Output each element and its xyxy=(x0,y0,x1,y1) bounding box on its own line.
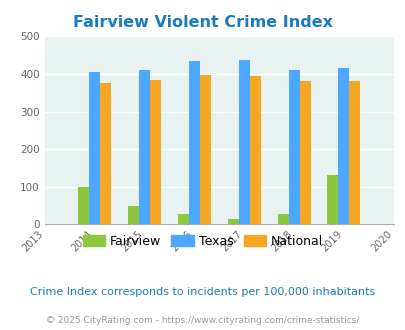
Bar xyxy=(249,76,260,224)
Text: Crime Index corresponds to incidents per 100,000 inhabitants: Crime Index corresponds to incidents per… xyxy=(30,287,375,297)
Text: © 2025 CityRating.com - https://www.cityrating.com/crime-statistics/: © 2025 CityRating.com - https://www.city… xyxy=(46,315,359,325)
Bar xyxy=(227,219,238,224)
Bar xyxy=(149,80,160,224)
Legend: Fairview, Texas, National: Fairview, Texas, National xyxy=(77,230,328,253)
Bar xyxy=(238,60,249,224)
Bar xyxy=(327,175,338,224)
Bar xyxy=(299,81,310,224)
Bar xyxy=(349,82,360,224)
Bar xyxy=(188,61,199,224)
Bar xyxy=(338,68,349,224)
Bar xyxy=(139,70,149,224)
Bar xyxy=(199,75,210,224)
Text: Fairview Violent Crime Index: Fairview Violent Crime Index xyxy=(73,15,332,30)
Bar xyxy=(100,83,111,224)
Bar xyxy=(277,214,288,224)
Bar xyxy=(177,214,188,224)
Bar xyxy=(89,72,100,224)
Bar xyxy=(288,70,299,224)
Bar xyxy=(128,206,139,224)
Bar xyxy=(78,187,89,224)
